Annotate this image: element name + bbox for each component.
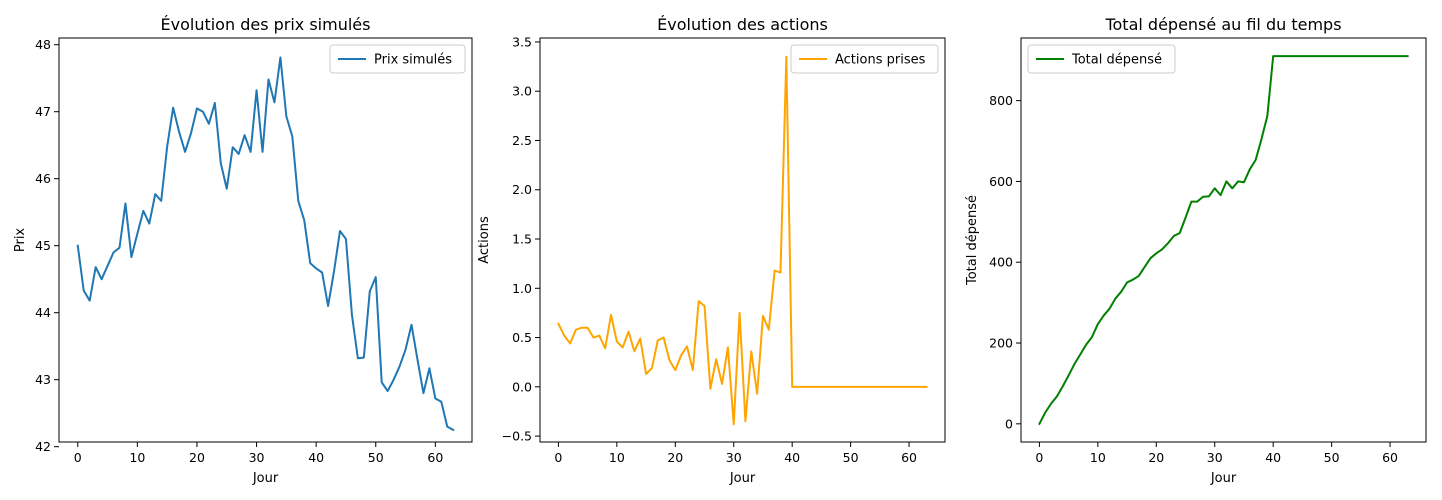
y-axis-label: Actions [477, 216, 492, 264]
y-axis-label: Prix [13, 228, 28, 253]
legend-box [329, 44, 466, 74]
x-tick-label: 0 [1035, 450, 1043, 465]
y-tick-label: 400 [989, 255, 1013, 270]
chart-title: Évolution des actions [657, 15, 828, 34]
chart-title: Évolution des prix simulés [161, 15, 371, 34]
legend-box [1027, 44, 1176, 74]
y-tick-label: 800 [989, 93, 1013, 108]
x-tick-label: 60 [1382, 450, 1398, 465]
x-tick-label: 0 [554, 450, 562, 465]
y-tick-label: 45 [35, 238, 51, 253]
y-tick-label: 600 [989, 174, 1013, 189]
axes-frame [1020, 37, 1427, 443]
series-line-1 [1038, 55, 1409, 426]
x-tick-label: 10 [609, 450, 625, 465]
y-tick-label: −0.5 [502, 429, 532, 444]
y-tick-label: 0.0 [512, 379, 532, 394]
x-tick-label: 0 [74, 450, 82, 465]
y-tick-label: 2.5 [512, 133, 532, 148]
legend-label: Prix simulés [374, 53, 452, 68]
y-tick-label: 42 [35, 439, 51, 454]
y-tick-label: 1.5 [512, 232, 532, 247]
x-tick-label: 20 [1148, 450, 1164, 465]
x-axis-label: Jour [729, 471, 756, 486]
y-tick-label: 43 [35, 372, 51, 387]
x-axis-label: Jour [1210, 471, 1237, 486]
x-axis-label: Jour [252, 471, 279, 486]
x-tick-label: 30 [249, 450, 265, 465]
x-tick-label: 30 [1207, 450, 1223, 465]
legend-label: Total dépensé [1071, 53, 1162, 68]
legend: Actions prises [790, 44, 939, 74]
legend: Total dépensé [1027, 44, 1176, 74]
chart-panel-2: Évolution des actions 0 10 20 30 40 50 60 −0.5 0.… [477, 15, 946, 486]
y-tick-label: 3.0 [512, 84, 532, 99]
y-tick-label: 3.5 [512, 34, 532, 49]
x-tick-label: 50 [1324, 450, 1340, 465]
x-tick-label: 50 [368, 450, 384, 465]
y-tick-label: 46 [35, 171, 51, 186]
x-tick-label: 20 [189, 450, 205, 465]
y-tick-label: 0.5 [512, 330, 532, 345]
legend-label: Actions prises [835, 53, 926, 68]
series-line-1 [76, 56, 455, 432]
x-tick-label: 40 [784, 450, 800, 465]
y-tick-label: 47 [35, 104, 51, 119]
axes-frame [58, 37, 473, 443]
y-tick-label: 44 [35, 305, 51, 320]
axes-frame [539, 37, 946, 443]
y-axis-label: Total dépensé [965, 195, 980, 286]
y-tick-label: 0 [1005, 416, 1013, 431]
x-tick-label: 50 [843, 450, 859, 465]
x-tick-label: 20 [667, 450, 683, 465]
x-tick-label: 60 [901, 450, 917, 465]
legend: Prix simulés [329, 44, 466, 74]
chart-panel-3: Total dépensé au fil du temps 0 10 20 30 40 50… [965, 15, 1427, 486]
x-tick-label: 10 [129, 450, 145, 465]
y-tick-label: 1.0 [512, 281, 532, 296]
x-tick-label: 60 [427, 450, 443, 465]
y-tick-label: 48 [35, 37, 51, 52]
x-tick-label: 40 [1265, 450, 1281, 465]
legend-box [790, 44, 939, 74]
x-tick-label: 10 [1090, 450, 1106, 465]
y-tick-label: 200 [989, 336, 1013, 351]
chart-panel-1: Évolution des prix simulés 0 10 20 30 40 50 60 4… [13, 15, 473, 486]
series-line-1 [557, 55, 928, 426]
x-tick-label: 40 [308, 450, 324, 465]
x-tick-label: 30 [726, 450, 742, 465]
chart-title: Total dépensé au fil du temps [1104, 15, 1341, 34]
y-tick-label: 2.0 [512, 182, 532, 197]
